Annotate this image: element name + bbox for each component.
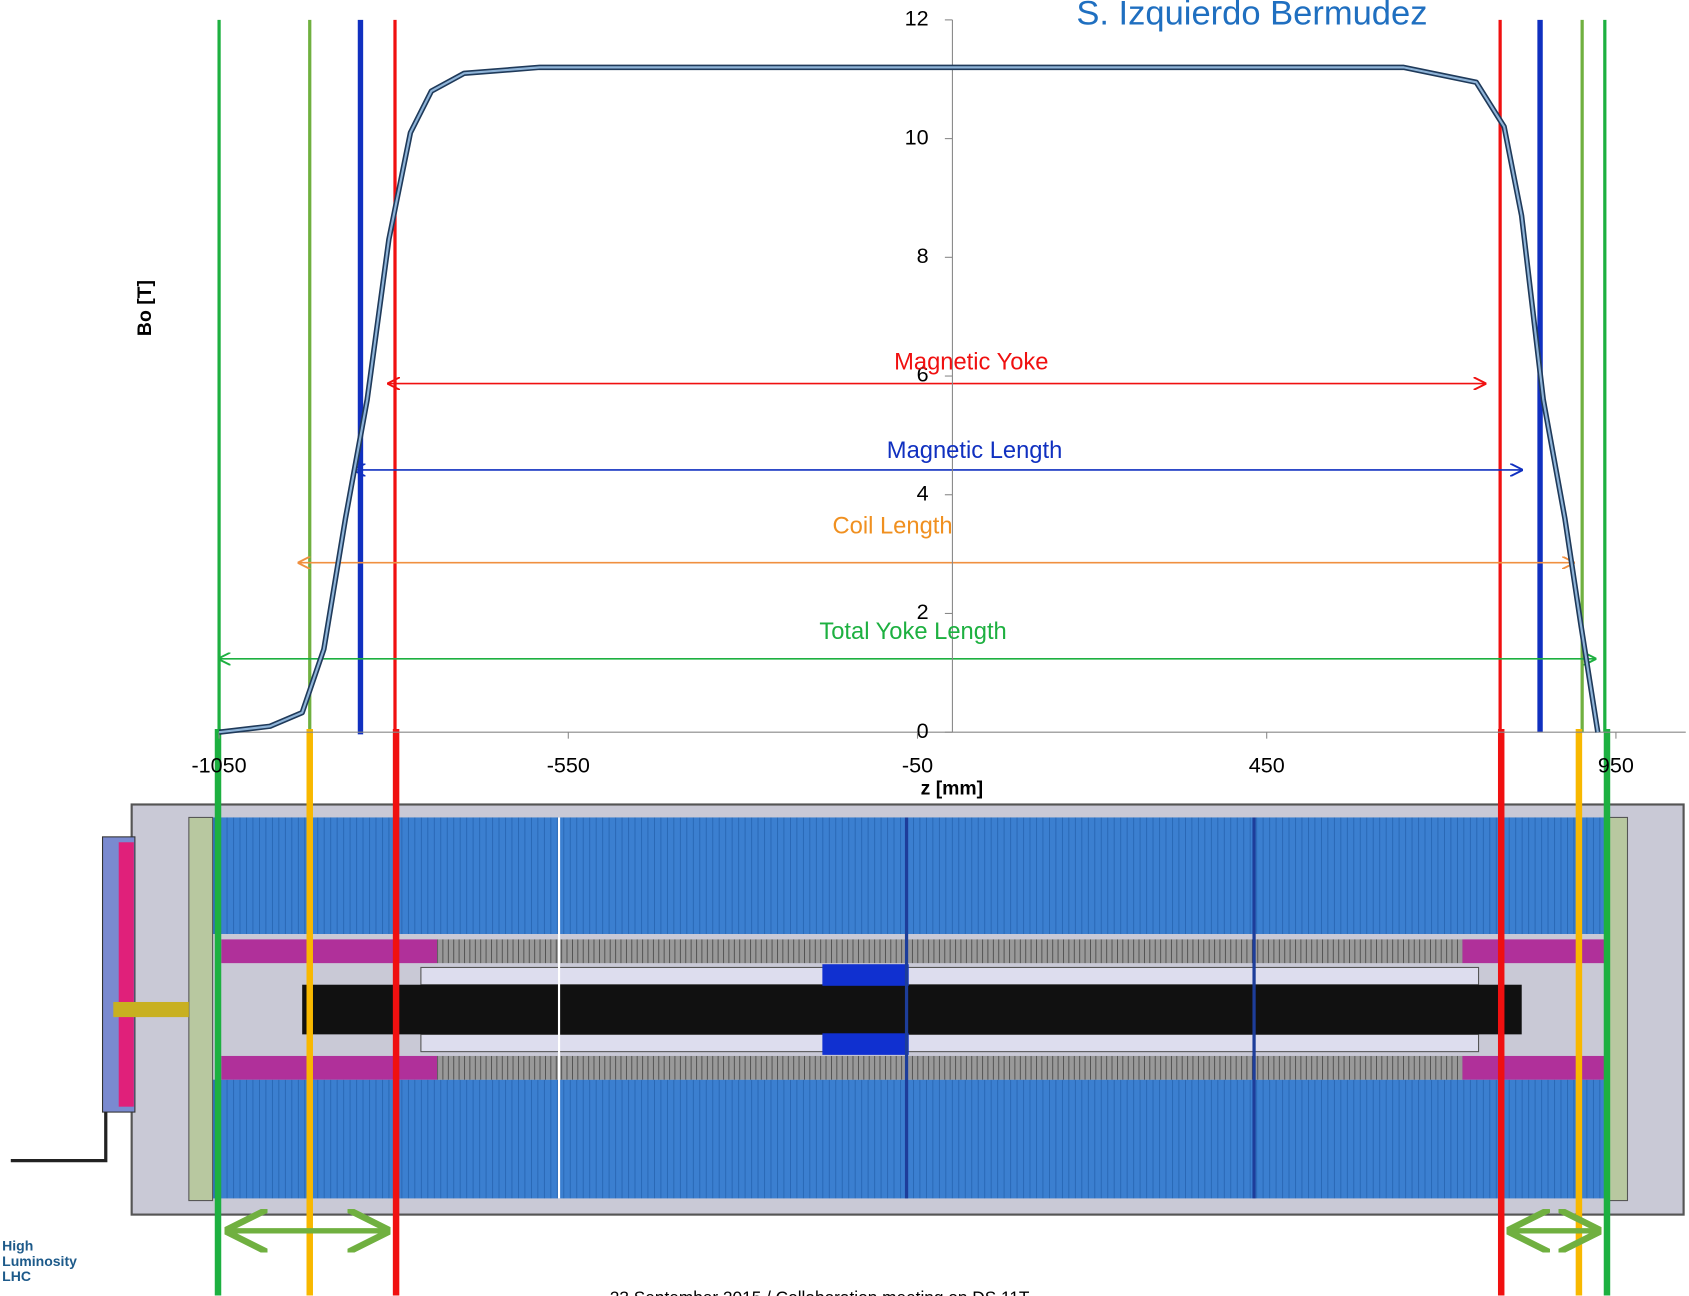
- y-tick-label: 0: [917, 718, 929, 743]
- y-tick-label: 4: [917, 480, 929, 505]
- y-tick-label: 8: [917, 243, 929, 268]
- x-tick-label: -1050: [191, 752, 246, 777]
- x-tick-label: 950: [1598, 752, 1634, 777]
- logo: LHC: [2, 1268, 31, 1284]
- x-axis-label: z [mm]: [921, 778, 984, 800]
- author: S. Izquierdo Bermudez: [1076, 0, 1427, 33]
- y-axis-label: Bo [T]: [134, 280, 156, 336]
- y-tick-label: 10: [905, 124, 929, 149]
- slide: 024681012-1050-550-50450950 S. Izquierdo…: [0, 0, 1689, 1296]
- annotation: Magnetic Yoke: [894, 349, 1048, 375]
- footer: 23 September 2015 / Collaboration meetin…: [610, 1287, 1030, 1296]
- x-tick-label: 450: [1249, 752, 1285, 777]
- logo: High: [2, 1238, 33, 1254]
- annotation: Coil Length: [832, 513, 952, 539]
- logo: Luminosity: [2, 1253, 77, 1269]
- y-tick-label: 12: [905, 6, 929, 31]
- annotation: Magnetic Length: [887, 438, 1063, 464]
- annotation: Total Yoke Length: [819, 619, 1006, 645]
- magnet-drawing: [11, 804, 1684, 1214]
- x-tick-label: -50: [902, 752, 933, 777]
- x-tick-label: -550: [547, 752, 590, 777]
